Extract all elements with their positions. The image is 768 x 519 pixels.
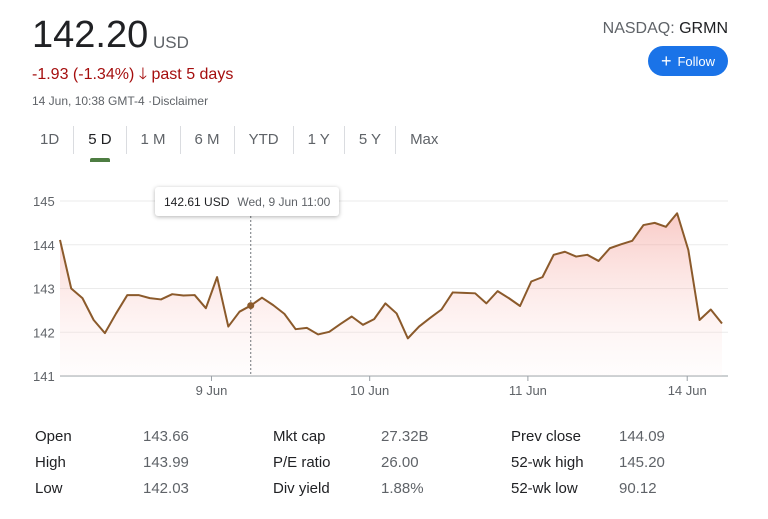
stats-row: Open 143.66 Mkt cap 27.32B Prev close 144.09 xyxy=(35,423,735,449)
stat-value: 27.32B xyxy=(381,427,429,445)
stat-value: 1.88% xyxy=(381,479,424,497)
stat-label: Open xyxy=(35,427,72,445)
stat-52-wk-low: 52-wk low 90.12 xyxy=(511,480,749,497)
stats-table: Open 143.66 Mkt cap 27.32B Prev close 144.09 H… xyxy=(35,423,735,501)
tab-max[interactable]: Max xyxy=(410,131,439,148)
stat-low: Low 142.03 xyxy=(35,480,273,497)
y-tick-label: 142 xyxy=(33,325,55,340)
stat-mkt-cap: Mkt cap 27.32B xyxy=(273,428,511,445)
stat-52-wk-high: 52-wk high 145.20 xyxy=(511,454,749,471)
stat-label: Low xyxy=(35,479,63,497)
x-tick-label: 9 Jun xyxy=(196,383,228,398)
stat-open: Open 143.66 xyxy=(35,428,273,445)
stat-label: Div yield xyxy=(273,479,330,497)
y-tick-label: 145 xyxy=(33,194,55,209)
tab-1d[interactable]: 1D xyxy=(26,126,75,154)
stats-row: High 143.99 P/E ratio 26.00 52-wk high 145.20 xyxy=(35,449,735,475)
stat-value: 142.03 xyxy=(143,479,189,497)
exchange: NASDAQ: xyxy=(602,20,675,37)
stats-row: Low 142.03 Div yield 1.88% 52-wk low 90.12 xyxy=(35,475,735,501)
tab-5d[interactable]: 5 D xyxy=(74,126,127,162)
follow-label: Follow xyxy=(677,53,716,69)
tab-1y[interactable]: 1 Y xyxy=(294,126,345,154)
stat-p-e-ratio: P/E ratio 26.00 xyxy=(273,454,511,471)
change-period: past 5 days xyxy=(151,66,234,83)
exchange-ticker: NASDAQ: GRMN xyxy=(603,20,728,38)
tab-6m[interactable]: 6 M xyxy=(181,126,235,154)
y-tick-label: 141 xyxy=(33,369,55,384)
current-price: 142.20 xyxy=(32,14,149,56)
stat-label: P/E ratio xyxy=(273,453,331,471)
stat-label: Mkt cap xyxy=(273,427,326,445)
plus-icon: + xyxy=(660,51,672,71)
timestamp: 14 Jun, 10:38 GMT-4 · xyxy=(32,94,153,108)
change-value: -1.93 (-1.34%) xyxy=(32,66,135,83)
y-tick-label: 144 xyxy=(33,238,55,253)
stat-div-yield: Div yield 1.88% xyxy=(273,480,511,497)
y-tick-label: 143 xyxy=(33,282,55,297)
timestamp-line: 14 Jun, 10:38 GMT-4 ·Disclaimer xyxy=(32,94,208,108)
tab-1m[interactable]: 1 M xyxy=(127,126,181,154)
ticker: GRMN xyxy=(679,20,728,37)
stat-label: High xyxy=(35,453,66,471)
tab-ytd[interactable]: YTD xyxy=(235,126,294,154)
price-line xyxy=(59,212,723,340)
stat-high: High 143.99 xyxy=(35,454,273,471)
hover-point xyxy=(247,302,255,310)
x-tick-label: 14 Jun xyxy=(668,383,707,398)
x-tick-label: 11 Jun xyxy=(509,383,547,398)
price-chart[interactable]: 141 142 143 144 145 9 Jun 10 Jun 11 Jun 14 Jun xyxy=(0,180,768,410)
x-tick-label: 10 Jun xyxy=(350,383,389,398)
stat-value: 143.99 xyxy=(143,453,189,471)
area-fill xyxy=(60,213,722,376)
stat-value: 143.66 xyxy=(143,427,189,445)
stat-prev-close: Prev close 144.09 xyxy=(511,428,749,445)
arrow-down-icon: 🡓 xyxy=(138,66,148,83)
stat-label: 52-wk high xyxy=(511,453,584,471)
disclaimer-link[interactable]: Disclaimer xyxy=(152,94,209,108)
price-change: -1.93 (-1.34%) 🡓 past 5 days xyxy=(32,63,233,90)
chart-tooltip: 142.61 USD Wed, 9 Jun 11:00 xyxy=(155,187,340,216)
stat-value: 144.09 xyxy=(619,427,665,445)
stat-value: 90.12 xyxy=(619,479,657,497)
tooltip-time: Wed, 9 Jun 11:00 xyxy=(237,194,331,209)
stat-label: 52-wk low xyxy=(511,479,578,497)
tooltip-price: 142.61 USD xyxy=(164,194,230,209)
stat-label: Prev close xyxy=(511,427,582,445)
currency: USD xyxy=(153,33,189,52)
follow-button[interactable]: + Follow xyxy=(648,46,728,76)
tab-5y[interactable]: 5 Y xyxy=(345,126,397,154)
stat-value: 145.20 xyxy=(619,453,665,471)
stat-value: 26.00 xyxy=(381,453,419,471)
